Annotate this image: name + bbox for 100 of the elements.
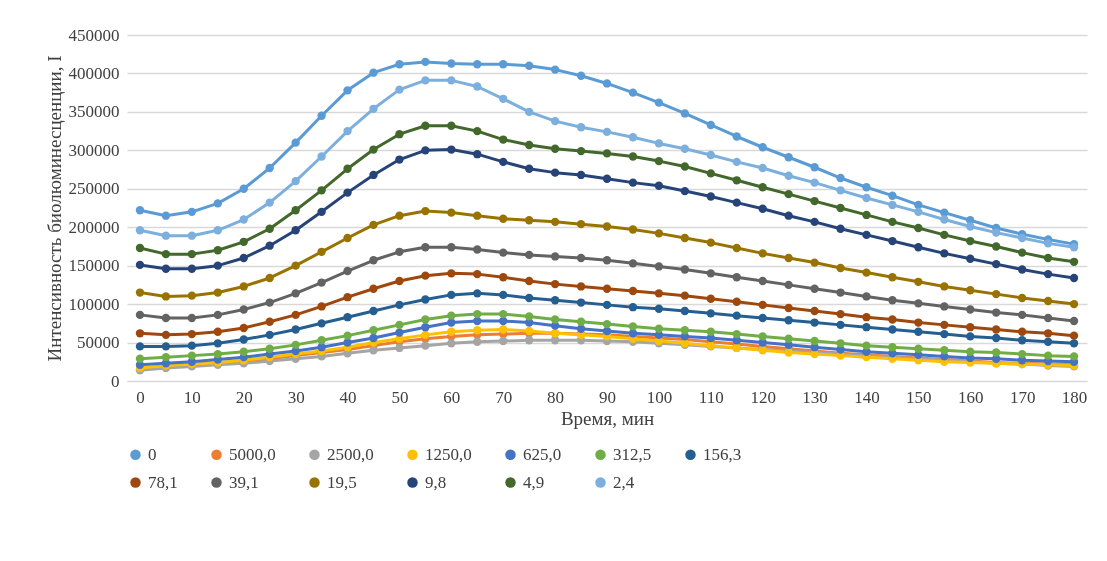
point <box>914 200 923 210</box>
point <box>888 200 897 210</box>
y-tick-label: 0 <box>111 371 120 391</box>
point <box>369 346 378 355</box>
point <box>992 228 1001 237</box>
point <box>421 146 430 155</box>
legend-label: 5000,0 <box>229 444 276 464</box>
point <box>706 169 715 178</box>
x-tick-label: 10 <box>183 387 201 407</box>
point <box>135 260 145 270</box>
point <box>914 207 923 217</box>
point <box>654 229 664 238</box>
point <box>369 333 378 343</box>
point <box>602 79 612 88</box>
point <box>395 60 404 69</box>
point <box>1043 351 1053 360</box>
point <box>369 326 378 335</box>
point <box>369 170 378 180</box>
point <box>447 290 456 300</box>
point <box>473 316 482 326</box>
point <box>784 334 793 343</box>
point <box>550 65 560 74</box>
point <box>966 305 975 314</box>
point <box>524 61 534 70</box>
y-tick-label: 200000 <box>68 217 120 237</box>
legend-label: 2,4 <box>613 472 635 492</box>
point <box>654 324 664 333</box>
point <box>239 184 248 193</box>
point <box>1043 329 1053 338</box>
point <box>602 319 612 329</box>
x-axis-title: Время, мин <box>560 407 655 429</box>
point <box>940 346 949 355</box>
legend-label: 625,0 <box>523 444 562 464</box>
point <box>187 341 197 350</box>
point <box>862 210 871 220</box>
legend-label: 156,3 <box>703 444 742 464</box>
point <box>576 219 586 229</box>
point <box>135 310 145 320</box>
point <box>706 309 715 318</box>
point <box>810 178 819 187</box>
point <box>369 104 378 113</box>
legend-label: 19,5 <box>327 472 357 492</box>
point <box>317 111 326 120</box>
point <box>940 320 949 330</box>
x-tick-label: 140 <box>854 387 880 407</box>
point <box>888 236 897 246</box>
point <box>654 262 664 271</box>
point <box>421 295 430 304</box>
point <box>810 318 819 327</box>
y-tick-label: 250000 <box>68 179 120 199</box>
point <box>343 313 352 322</box>
point <box>654 181 664 190</box>
point <box>992 308 1001 317</box>
point <box>447 208 456 217</box>
point <box>499 273 508 282</box>
y-tick-label: 150000 <box>68 256 120 276</box>
point <box>914 243 923 252</box>
point <box>888 273 897 282</box>
point <box>187 313 197 323</box>
point <box>810 217 819 227</box>
point <box>161 231 171 240</box>
point <box>680 291 690 300</box>
point <box>914 344 923 353</box>
point <box>317 336 326 345</box>
point <box>758 249 767 258</box>
point <box>992 242 1001 251</box>
point <box>447 243 456 252</box>
point <box>784 171 793 180</box>
point <box>576 170 586 180</box>
point <box>1017 310 1027 320</box>
point <box>187 249 197 259</box>
point <box>784 316 793 325</box>
point <box>343 188 352 197</box>
point <box>1017 336 1027 345</box>
legend-label: 4,9 <box>523 472 545 492</box>
point <box>706 120 715 130</box>
point <box>758 313 767 323</box>
point <box>395 276 404 286</box>
point <box>265 273 274 283</box>
point <box>369 68 378 77</box>
point <box>447 121 456 130</box>
point <box>499 336 508 346</box>
point <box>369 220 378 230</box>
point <box>550 296 560 305</box>
y-tick-label: 450000 <box>68 25 120 45</box>
x-tick-label: 100 <box>646 387 673 407</box>
point <box>421 206 430 216</box>
point <box>732 198 741 207</box>
point <box>161 352 171 362</box>
point <box>550 116 560 126</box>
point <box>524 336 534 345</box>
point <box>550 144 560 153</box>
point <box>654 156 664 166</box>
point <box>213 310 222 320</box>
point <box>499 94 508 103</box>
point <box>914 327 923 336</box>
point <box>265 344 274 353</box>
point <box>888 296 897 305</box>
point <box>291 340 300 350</box>
point <box>628 178 638 187</box>
